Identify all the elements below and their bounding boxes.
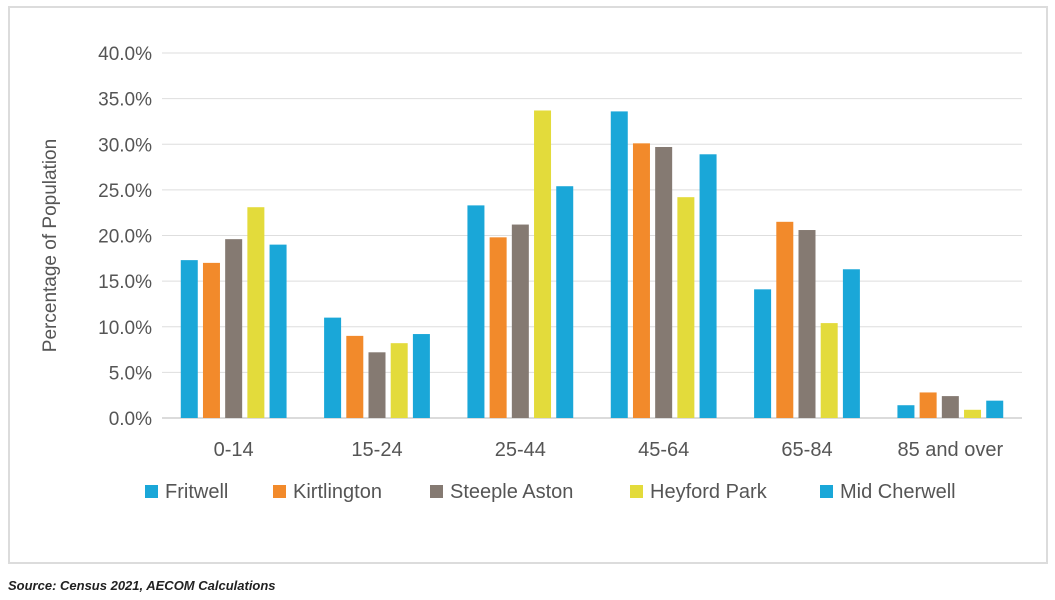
bar (754, 289, 772, 418)
bar (225, 239, 243, 418)
y-tick-label: 0.0% (109, 409, 152, 430)
bar (346, 335, 364, 418)
bars (180, 110, 1004, 419)
bar (986, 400, 1004, 418)
y-tick-label: 15.0% (98, 272, 152, 293)
bar (556, 186, 574, 418)
y-tick-label: 5.0% (109, 363, 152, 384)
bar (820, 323, 838, 418)
bar (632, 143, 650, 418)
y-tick-label: 10.0% (98, 318, 152, 339)
bar (390, 343, 408, 418)
y-tick-label: 25.0% (98, 181, 152, 202)
legend-label: Steeple Aston (450, 481, 573, 503)
legend-swatch (630, 485, 643, 498)
legend: Fritwell Kirtlington Steeple Aston Heyford … (145, 481, 956, 503)
legend-label: Fritwell (165, 481, 228, 503)
gridlines (162, 52, 1022, 419)
bar (842, 269, 860, 418)
bar (699, 154, 717, 418)
x-tick-label: 0-14 (214, 439, 254, 461)
legend-swatch (430, 485, 443, 498)
y-tick-label: 40.0% (98, 44, 152, 65)
x-axis-ticks: 0-14 15-24 25-44 45-64 65-84 85 and over (214, 439, 1004, 461)
x-tick-label: 85 and over (898, 439, 1004, 461)
y-axis-ticks: 0.0% 5.0% 10.0% 15.0% 20.0% 25.0% 30.0% 35.0% 40… (98, 44, 152, 430)
bar (677, 197, 695, 418)
y-tick-label: 20.0% (98, 227, 152, 248)
x-tick-label: 45-64 (638, 439, 689, 461)
y-axis-label: Percentage of Population (40, 139, 61, 352)
legend-label: Mid Cherwell (840, 481, 956, 503)
bar-chart: 0.0% 5.0% 10.0% 15.0% 20.0% 25.0% 30.0% 35.0% 40… (40, 44, 1022, 503)
bar (324, 317, 342, 418)
x-tick-label: 65-84 (781, 439, 832, 461)
bar (368, 352, 386, 418)
bar (610, 111, 628, 419)
bar (412, 334, 430, 418)
bar (489, 237, 507, 418)
bar (776, 221, 794, 418)
x-tick-label: 15-24 (351, 439, 402, 461)
bar (534, 110, 552, 419)
legend-swatch (273, 485, 286, 498)
bar (655, 146, 673, 419)
bar (269, 244, 287, 418)
bar (202, 262, 220, 418)
y-tick-label: 30.0% (98, 135, 152, 156)
source-note: Source: Census 2021, AECOM Calculations (8, 578, 276, 593)
legend-swatch (820, 485, 833, 498)
bar (941, 396, 959, 418)
legend-label: Kirtlington (293, 481, 382, 503)
bar (798, 230, 816, 418)
bar (467, 205, 485, 418)
x-tick-label: 25-44 (495, 439, 546, 461)
bar (964, 409, 982, 418)
bar (180, 260, 198, 418)
legend-label: Heyford Park (650, 481, 768, 503)
bar (897, 405, 915, 418)
bar (511, 224, 529, 418)
legend-swatch (145, 485, 158, 498)
y-tick-label: 35.0% (98, 90, 152, 111)
bar (919, 392, 937, 418)
chart-frame: 0.0% 5.0% 10.0% 15.0% 20.0% 25.0% 30.0% 35.0% 40… (8, 6, 1048, 564)
bar (247, 207, 265, 418)
